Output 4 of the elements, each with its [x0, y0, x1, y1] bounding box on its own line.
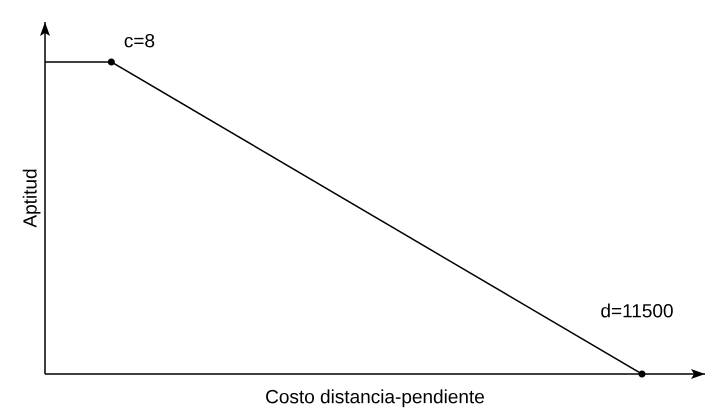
y-axis-title: Aptitud — [22, 170, 40, 228]
annotation: d=11500 — [601, 304, 673, 318]
text: c=8 — [124, 34, 154, 48]
x-axis-title: Costo distancia-pendiente — [266, 389, 484, 408]
